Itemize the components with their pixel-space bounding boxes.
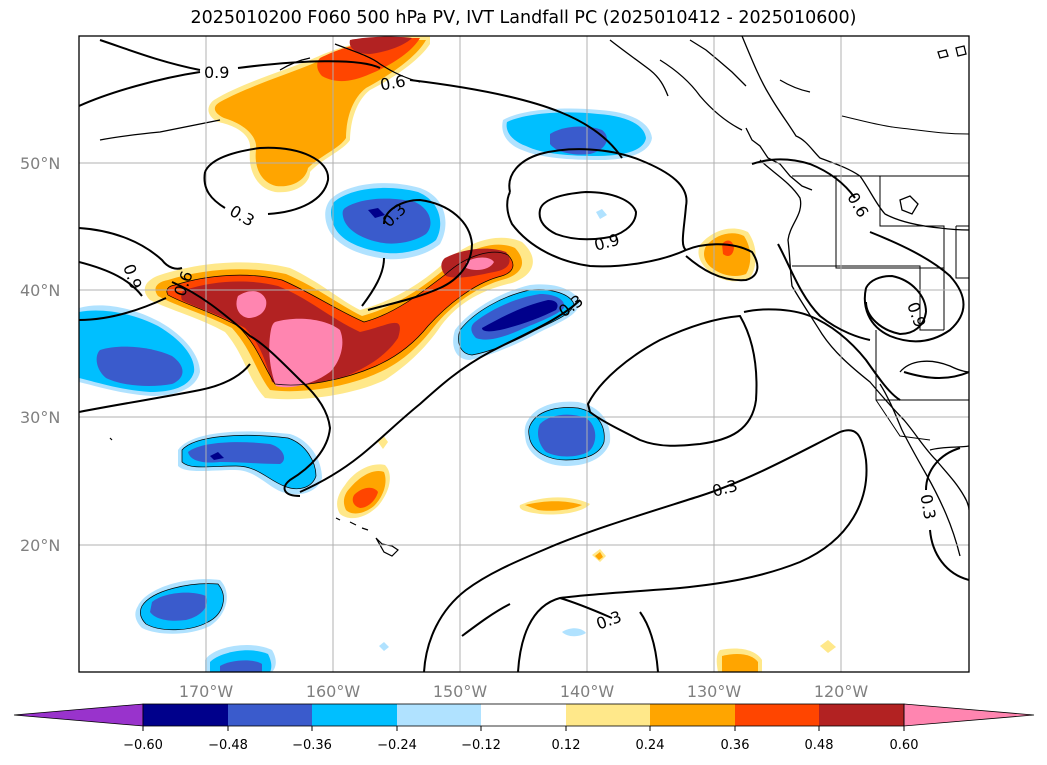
colorbar-segment [819, 704, 904, 726]
colorbar-tick-label: 0.12 [552, 738, 581, 753]
colorbar-tick-label: 0.48 [805, 738, 834, 753]
colorbar-segment [566, 704, 650, 726]
colorbar: −0.60 −0.48 −0.36 −0.24 −0.12 0.12 0.24 … [13, 703, 1035, 753]
lon-tick-label: 170°W [179, 682, 234, 701]
colorbar-tick-label: −0.60 [123, 738, 163, 753]
colorbar-tick-label: 0.60 [890, 738, 919, 753]
lon-tick-label: 140°W [560, 682, 615, 701]
lat-tick-label: 30°N [20, 408, 60, 427]
colorbar-tick-label: −0.36 [292, 738, 332, 753]
islands [109, 437, 399, 557]
colorbar-tick-label: 0.36 [721, 738, 750, 753]
colorbar-segment [228, 704, 312, 726]
colorbar-segment [397, 704, 481, 726]
colorbar-segment [312, 704, 397, 726]
contour-label: 0.3 [916, 493, 939, 521]
contour-label: 0.9 [204, 63, 229, 82]
colorbar-under-triangle [13, 703, 144, 727]
lon-tick-labels: 170°W 160°W 150°W 140°W 130°W 120°W [179, 682, 869, 701]
map-frame [78, 35, 970, 673]
colorbar-tick-label: −0.24 [377, 738, 417, 753]
lat-tick-labels: 50°N 40°N 30°N 20°N [20, 154, 60, 555]
coastlines [99, 36, 969, 557]
colorbar-over-triangle [903, 703, 1035, 727]
lon-tick-label: 150°W [433, 682, 488, 701]
state-borders [792, 115, 969, 441]
lat-tick-label: 20°N [20, 536, 60, 555]
lon-tick-label: 160°W [306, 682, 361, 701]
lon-tick-label: 130°W [687, 682, 742, 701]
gridlines [79, 36, 969, 672]
contour-label: 0.6 [379, 71, 407, 94]
colorbar-segment [735, 704, 819, 726]
colorbar-segment [481, 704, 566, 726]
colorbar-tick-label: −0.12 [461, 738, 501, 753]
colorbar-tick-label: −0.48 [208, 738, 248, 753]
lat-tick-label: 50°N [20, 154, 60, 173]
colorbar-segment [143, 704, 228, 726]
colorbar-segment [650, 704, 735, 726]
colorbar-tick-label: 0.24 [636, 738, 665, 753]
map-title: 2025010200 F060 500 hPa PV, IVT Landfall… [190, 8, 857, 28]
pv-anomaly-fills [79, 36, 836, 672]
pc-contours [79, 39, 969, 672]
lat-tick-label: 40°N [20, 281, 60, 300]
lon-tick-label: 120°W [814, 682, 869, 701]
map-panel: 0.9 0.6 0.3 0.9 0.6 0.3 0.9 0.6 0.3 0.9 … [79, 36, 969, 672]
